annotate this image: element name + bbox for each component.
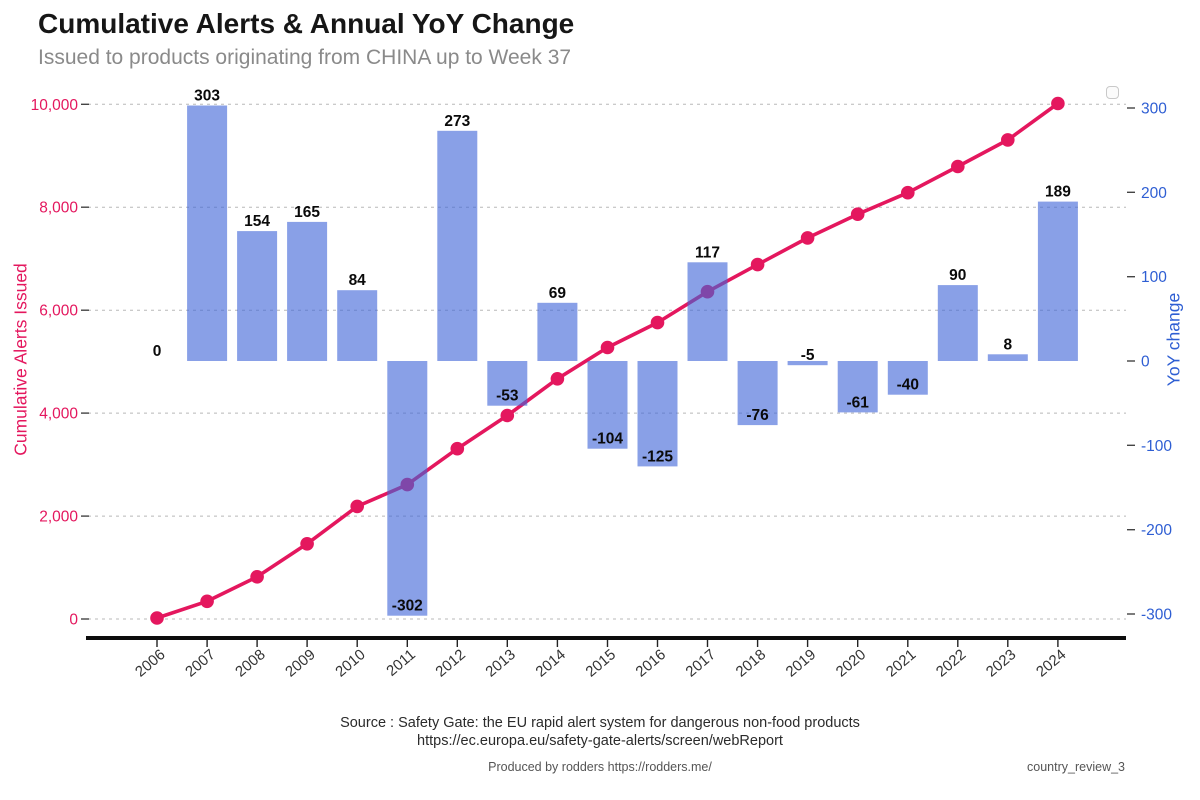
yoy-bar-2010 <box>337 290 378 361</box>
bar-label-2008: 154 <box>244 213 270 230</box>
right-tick-label--200: -200 <box>1141 522 1172 539</box>
cumulative-point-2012 <box>450 441 465 456</box>
yoy-bar-2016 <box>637 361 678 467</box>
bar-label-2010: 84 <box>349 272 367 289</box>
doc-ref: country_review_3 <box>1027 760 1125 774</box>
bar-label-2013: -53 <box>496 388 519 405</box>
bar-label-2021: -40 <box>897 377 919 394</box>
cumulative-point-2008 <box>250 570 264 584</box>
bar-label-2009: 165 <box>294 204 320 221</box>
cumulative-point-2013 <box>500 408 515 423</box>
cumulative-point-2009 <box>300 537 314 551</box>
x-tick-label-2013: 2013 <box>482 646 518 680</box>
cumulative-point-2014 <box>550 372 565 386</box>
legend-box-empty <box>1106 86 1119 99</box>
left-tick-label-6000: 6,000 <box>39 303 78 320</box>
bar-label-2023: 8 <box>1003 336 1012 353</box>
left-axis-title: Cumulative Alerts Issued <box>10 263 31 456</box>
bar-label-2022: 90 <box>949 267 966 284</box>
bar-label-2018: -76 <box>746 407 769 424</box>
left-tick-label-4000: 4,000 <box>39 406 78 423</box>
yoy-bar-2015 <box>587 361 628 449</box>
right-tick-label-0: 0 <box>1141 354 1150 371</box>
yoy-bar-2024 <box>1037 201 1078 361</box>
yoy-bar-2021 <box>887 361 928 395</box>
right-axis-title: YoY change <box>1163 292 1184 387</box>
x-tick-label-2011: 2011 <box>383 646 419 680</box>
x-tick-label-2020: 2020 <box>833 646 869 680</box>
page-subtitle: Issued to products originating from CHIN… <box>38 46 572 69</box>
bar-label-2019: -5 <box>801 347 815 364</box>
yoy-bar-2011 <box>387 361 428 616</box>
bar-label-2020: -61 <box>846 394 869 411</box>
x-tick-label-2021: 2021 <box>883 646 919 680</box>
page-title: Cumulative Alerts & Annual YoY Change <box>38 8 575 39</box>
yoy-bar-2008 <box>237 231 278 361</box>
right-tick-label-300: 300 <box>1141 101 1167 118</box>
cumulative-point-2020 <box>850 207 865 221</box>
cumulative-point-2016 <box>650 315 665 330</box>
bar-label-2007: 303 <box>194 88 220 105</box>
yoy-bar-2020 <box>837 361 878 413</box>
bar-label-2014: 69 <box>549 285 567 302</box>
cumulative-point-2010 <box>350 499 365 514</box>
yoy-bar-2007 <box>187 105 228 361</box>
bar-label-2011: -302 <box>392 598 423 615</box>
bar-label-2016: -125 <box>642 448 673 465</box>
yoy-bar-2023 <box>987 354 1028 361</box>
cumulative-point-2023 <box>1001 133 1015 147</box>
right-tick-label-100: 100 <box>1141 269 1167 286</box>
cumulative-point-2018 <box>750 257 765 272</box>
x-tick-label-2008: 2008 <box>232 646 268 680</box>
source-line-1: Source : Safety Gate: the EU rapid alert… <box>340 715 860 731</box>
cumulative-point-2024 <box>1051 96 1065 111</box>
yoy-bar-2017 <box>687 262 728 361</box>
bar-label-2017: 117 <box>695 244 720 261</box>
bar-label-2012: 273 <box>444 113 470 130</box>
left-tick-label-0: 0 <box>69 612 78 629</box>
yoy-bar-2013 <box>487 361 528 406</box>
source-line-2: https://ec.europa.eu/safety-gate-alerts/… <box>417 733 783 749</box>
left-tick-label-2000: 2,000 <box>39 509 78 526</box>
x-tick-label-2024: 2024 <box>1033 646 1069 680</box>
produced-by: Produced by rodders https://rodders.me/ <box>488 760 712 774</box>
cumulative-point-2006 <box>150 611 164 625</box>
x-tick-label-2023: 2023 <box>983 646 1019 680</box>
x-tick-label-2009: 2009 <box>282 646 318 680</box>
right-tick-label-200: 200 <box>1141 185 1167 202</box>
yoy-bar-2014 <box>537 302 578 361</box>
yoy-bar-2022 <box>937 285 978 361</box>
cumulative-point-2015 <box>600 340 615 355</box>
bar-label-2015: -104 <box>592 431 623 448</box>
x-tick-label-2022: 2022 <box>933 646 969 680</box>
cumulative-point-2019 <box>800 231 815 245</box>
x-tick-label-2015: 2015 <box>583 646 619 680</box>
x-tick-label-2010: 2010 <box>332 646 368 680</box>
cumulative-point-2007 <box>200 594 214 609</box>
x-tick-label-2018: 2018 <box>733 646 769 680</box>
cumulative-point-2022 <box>951 159 965 174</box>
bar-label-2024: 189 <box>1045 184 1071 201</box>
x-tick-label-2017: 2017 <box>683 646 719 680</box>
left-tick-label-10000: 10,000 <box>31 97 79 114</box>
cumulative-point-2021 <box>901 185 915 200</box>
x-tick-label-2019: 2019 <box>783 646 819 680</box>
left-tick-label-8000: 8,000 <box>39 200 78 217</box>
yoy-bar-2018 <box>737 361 778 426</box>
yoy-bar-2009 <box>287 221 328 361</box>
bar-label-2006: 0 <box>153 343 162 360</box>
right-tick-label--300: -300 <box>1141 607 1172 624</box>
x-tick-label-2016: 2016 <box>633 646 669 680</box>
yoy-bar-2012 <box>437 130 478 361</box>
yoy-bar-2019 <box>787 361 828 366</box>
x-tick-label-2012: 2012 <box>432 646 468 680</box>
x-tick-label-2014: 2014 <box>532 646 568 680</box>
right-tick-label--100: -100 <box>1141 438 1172 455</box>
x-tick-label-2007: 2007 <box>182 646 218 680</box>
x-tick-label-2006: 2006 <box>132 646 168 680</box>
